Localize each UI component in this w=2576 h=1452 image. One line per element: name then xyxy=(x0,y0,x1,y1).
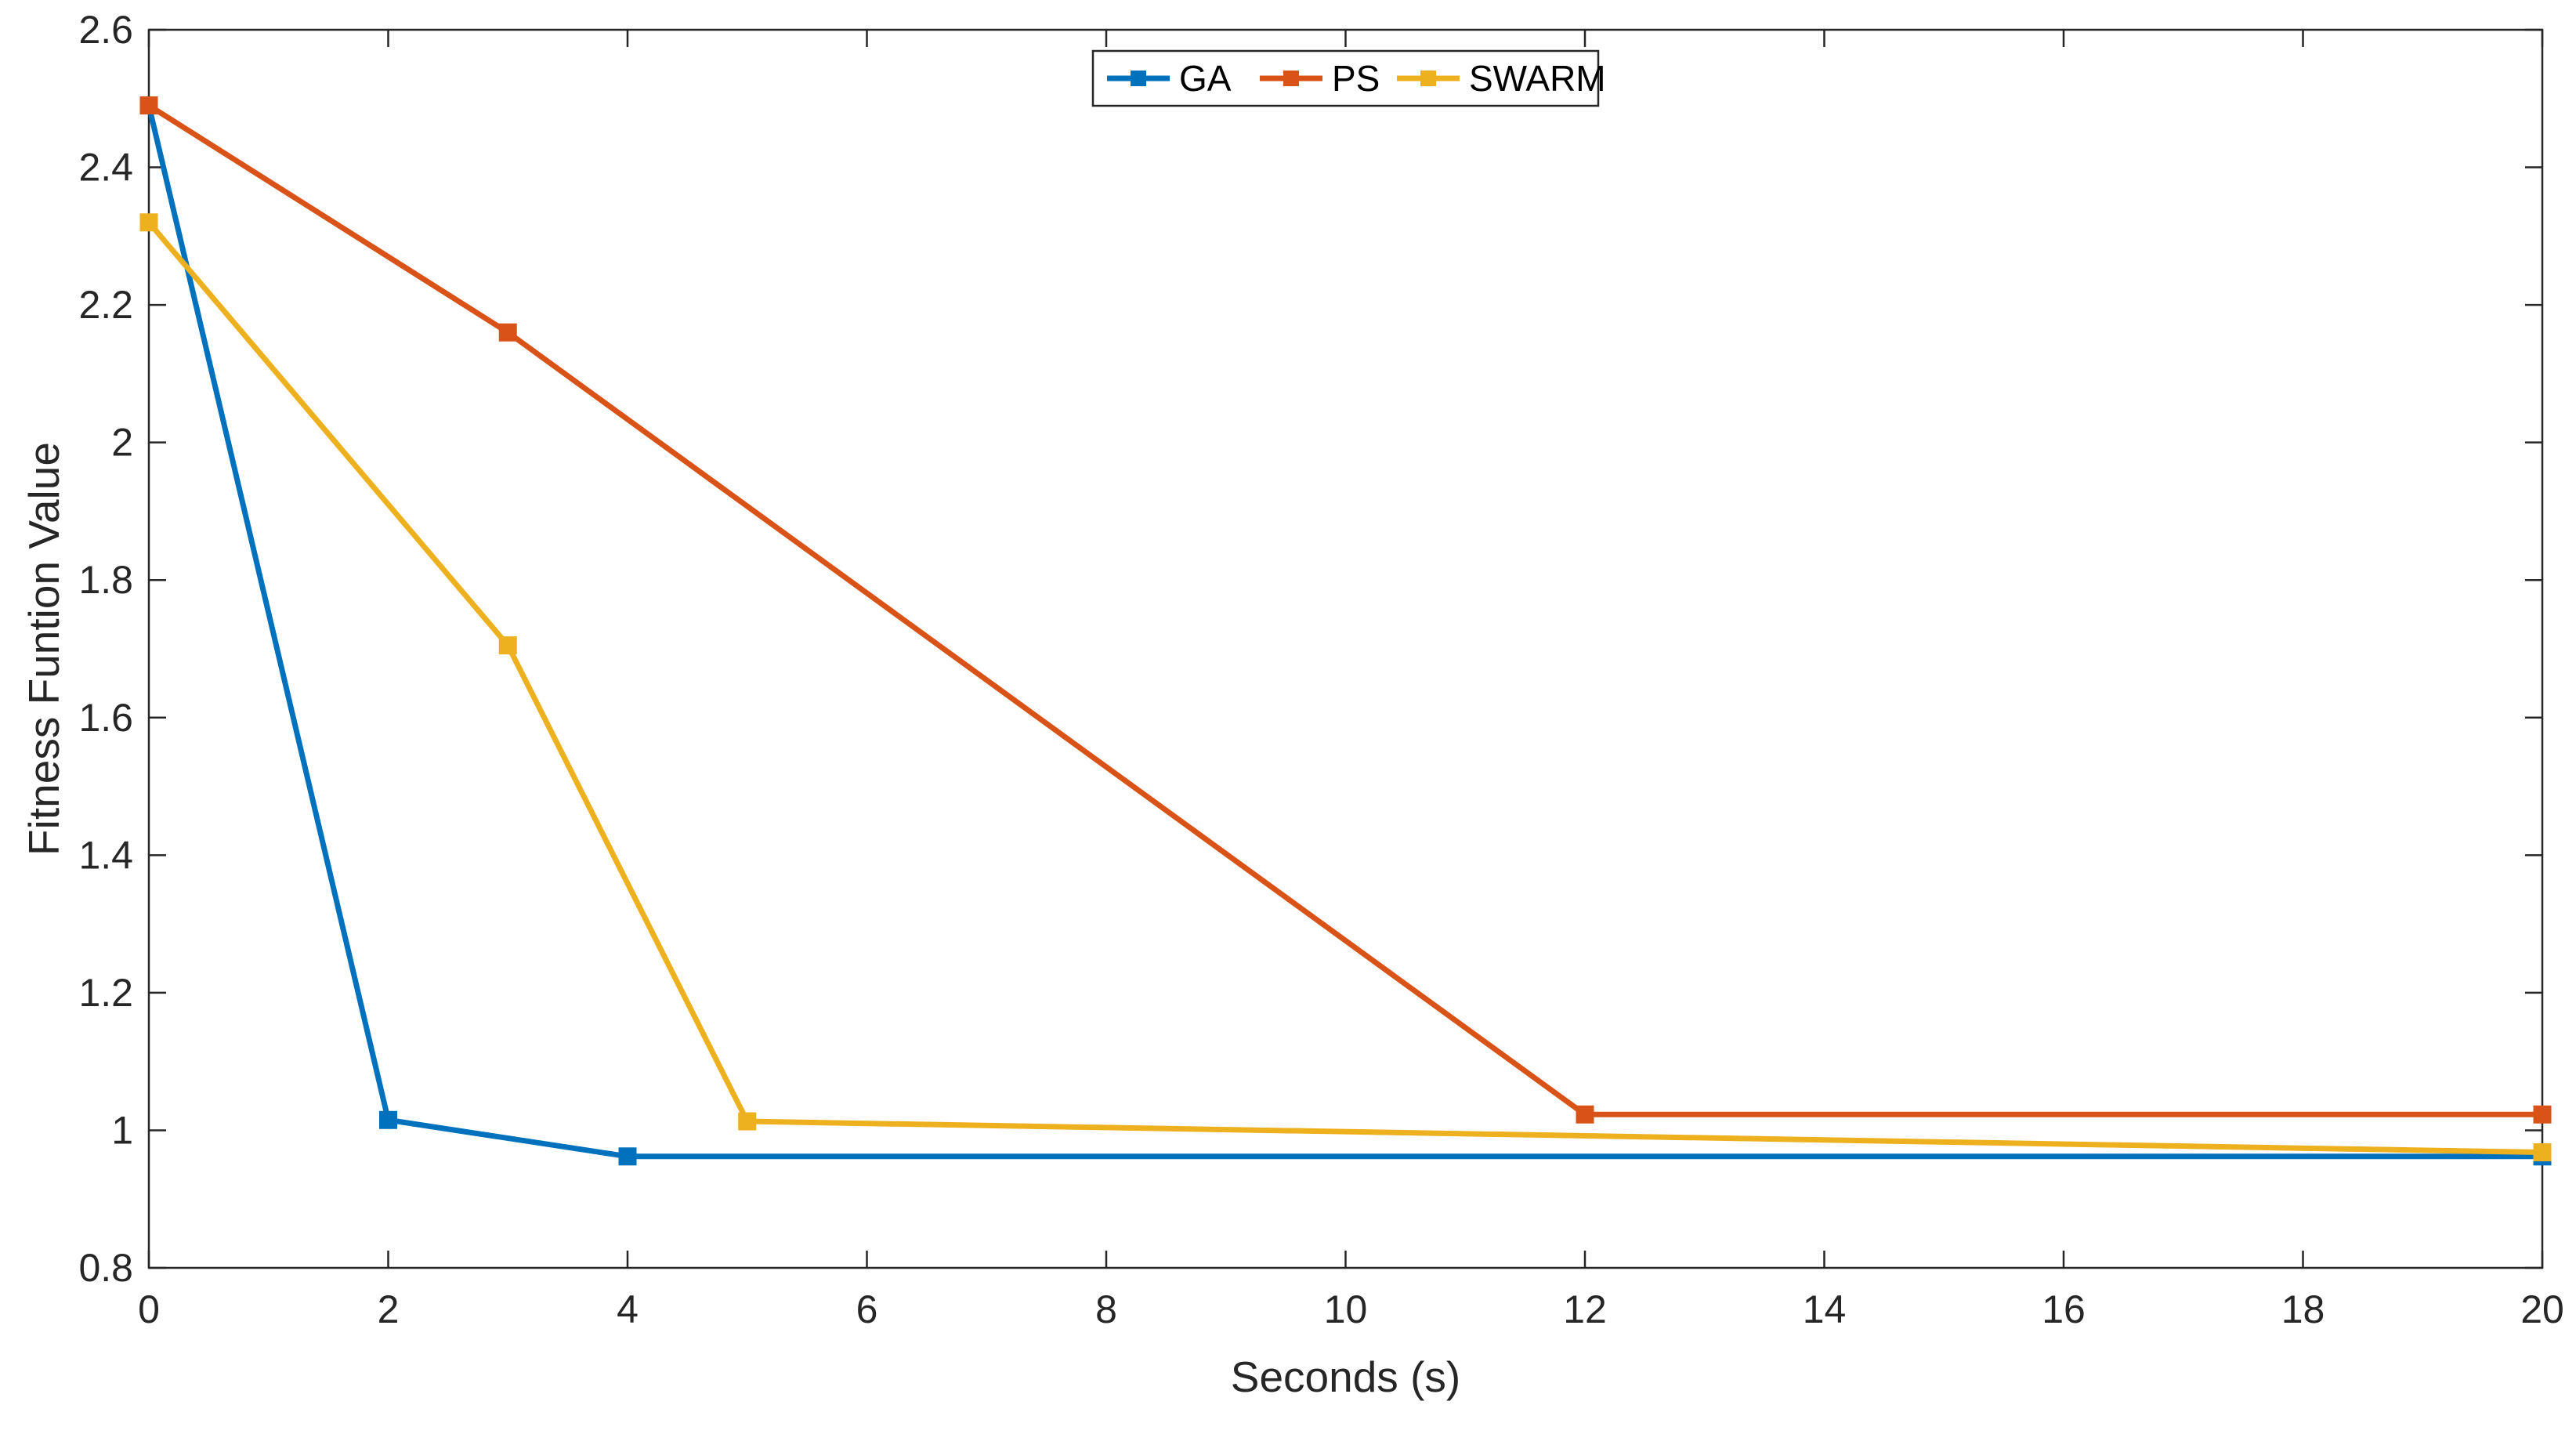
series-line xyxy=(147,220,2543,1156)
y-tick-label: 0.8 xyxy=(78,1246,133,1290)
y-tick-label: 1.4 xyxy=(78,833,133,877)
y-tick-label: 1.6 xyxy=(78,696,133,740)
y-tick-label: 1.8 xyxy=(78,558,133,602)
data-point-marker xyxy=(139,213,158,232)
data-point-marker xyxy=(2533,1143,2552,1162)
x-axis-label: Seconds (s) xyxy=(1231,1352,1460,1401)
data-point-marker xyxy=(498,323,517,342)
y-tick-label: 1 xyxy=(111,1108,133,1152)
x-tick-label: 16 xyxy=(2042,1287,2086,1331)
legend-box xyxy=(1091,49,1600,107)
x-tick-label: 20 xyxy=(2520,1287,2564,1331)
legend-label: SWARM xyxy=(1469,58,1606,99)
data-point-marker xyxy=(618,1147,637,1166)
series-line xyxy=(147,103,2542,1117)
data-point-marker xyxy=(139,96,158,115)
y-tick-label: 2.4 xyxy=(78,146,133,190)
x-axis-ticks: 0 2 4 6 8 10 12 14 16 18 20 xyxy=(138,30,2564,1331)
legend-swatch-marker xyxy=(1283,71,1299,86)
legend: GA PS SWARM xyxy=(1091,49,1606,107)
y-axis-ticks: 0.8 1 1.2 1.4 1.6 1.8 2 2.2 2.4 2.6 xyxy=(78,8,2542,1290)
legend-swatch-marker xyxy=(1131,71,1146,86)
data-point-marker xyxy=(2533,1105,2552,1124)
legend-label: PS xyxy=(1332,58,1380,99)
x-tick-label: 4 xyxy=(617,1287,639,1331)
data-point-marker xyxy=(1576,1105,1594,1124)
data-point-marker xyxy=(379,1110,397,1129)
data-point-marker xyxy=(738,1112,757,1131)
legend-swatch-marker xyxy=(1420,71,1436,86)
x-tick-label: 6 xyxy=(856,1287,878,1331)
data-point-marker xyxy=(498,636,517,655)
y-tick-label: 2.2 xyxy=(78,283,133,327)
x-tick-label: 12 xyxy=(1563,1287,1607,1331)
y-axis-label: Fitness Funtion Value xyxy=(20,442,68,856)
series-ps xyxy=(139,96,2552,1124)
x-tick-label: 2 xyxy=(378,1287,400,1331)
legend-label: GA xyxy=(1179,58,1232,99)
x-tick-label: 0 xyxy=(138,1287,160,1331)
series-layer xyxy=(139,96,2552,1166)
x-tick-label: 8 xyxy=(1095,1287,1117,1331)
series-line xyxy=(146,104,2542,1160)
x-tick-label: 18 xyxy=(2281,1287,2325,1331)
x-tick-label: 10 xyxy=(1324,1287,1368,1331)
y-tick-label: 1.2 xyxy=(78,971,133,1015)
y-tick-label: 2.6 xyxy=(78,8,133,52)
series-swarm xyxy=(139,213,2552,1162)
y-tick-label: 2 xyxy=(111,421,133,465)
x-tick-label: 14 xyxy=(1803,1287,1847,1331)
